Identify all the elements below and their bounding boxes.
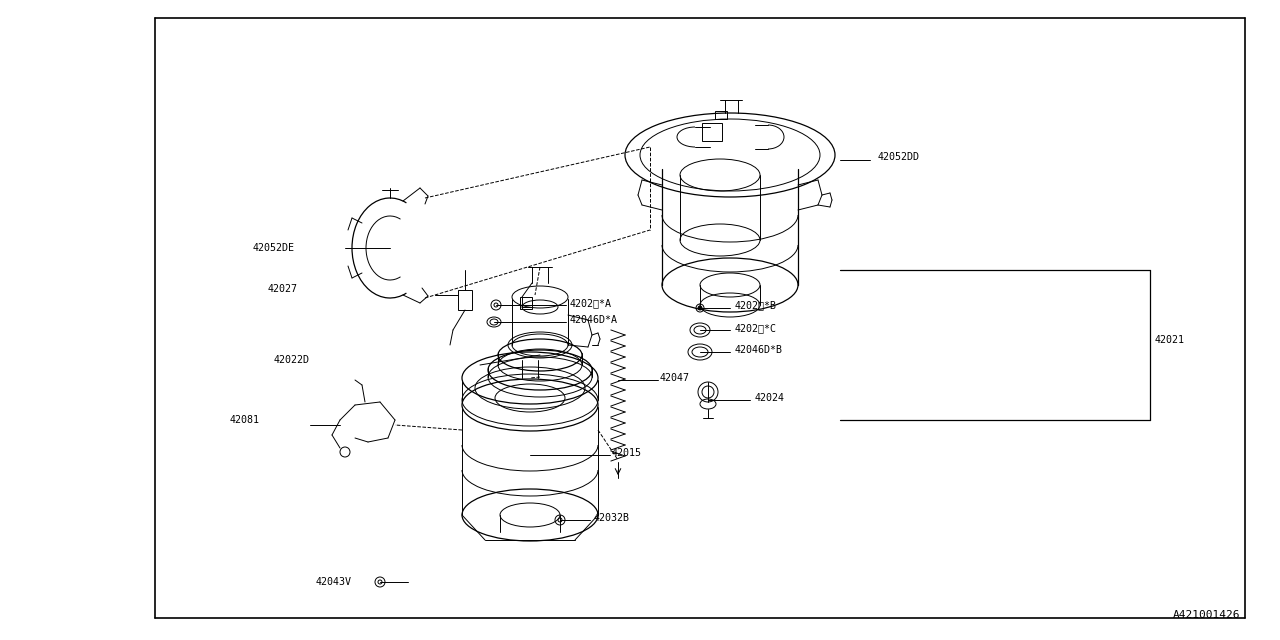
Text: A421001426: A421001426: [1172, 610, 1240, 620]
Text: 4202卐*B: 4202卐*B: [735, 300, 777, 310]
Text: 4202卐*A: 4202卐*A: [570, 298, 612, 308]
Text: 42032B: 42032B: [594, 513, 630, 523]
Text: 42024: 42024: [755, 393, 785, 403]
Text: 42021: 42021: [1155, 335, 1185, 345]
Text: 42046D*A: 42046D*A: [570, 315, 618, 325]
Bar: [520, 297, 532, 309]
Text: 42043V: 42043V: [316, 577, 352, 587]
Text: 42047: 42047: [660, 373, 690, 383]
Text: 42027: 42027: [268, 284, 298, 294]
Text: 42046D*B: 42046D*B: [735, 345, 783, 355]
Bar: [716, 111, 727, 119]
Text: 42052DE: 42052DE: [253, 243, 294, 253]
Text: 42022D: 42022D: [274, 355, 310, 365]
Text: 4202卐*C: 4202卐*C: [735, 323, 777, 333]
Text: 42015: 42015: [612, 448, 643, 458]
Text: 42052DD: 42052DD: [878, 152, 920, 162]
Text: 42081: 42081: [230, 415, 260, 425]
Bar: [701, 123, 722, 141]
Bar: [458, 290, 472, 310]
Circle shape: [698, 306, 701, 310]
